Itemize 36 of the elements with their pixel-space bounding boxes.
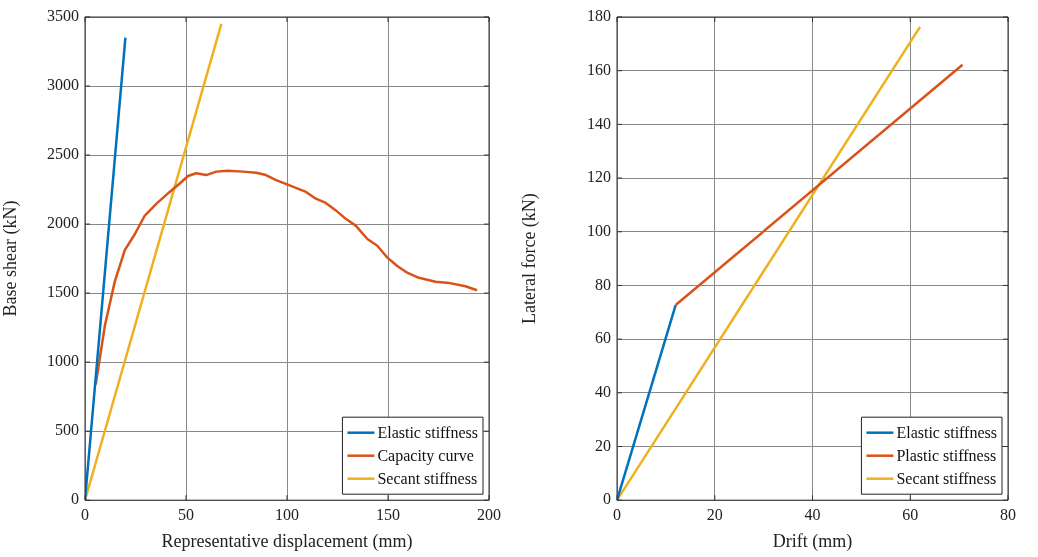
x-tick-label: 50 — [178, 506, 194, 523]
legend-label: Secant stiffness — [377, 469, 478, 487]
y-axis-title: Base shear (kN) — [0, 200, 21, 317]
y-tick-label: 1500 — [47, 283, 79, 301]
x-tick-label: 200 — [477, 506, 501, 523]
y-tick-label: 100 — [587, 221, 611, 239]
x-axis-title: Representative displacement (mm) — [161, 530, 413, 552]
y-tick-label: 1000 — [47, 352, 79, 370]
y-axis-title: Lateral force (kN) — [518, 193, 540, 325]
legend-label: Plastic stiffness — [896, 446, 997, 464]
y-tick-label: 180 — [587, 7, 611, 25]
x-axis-title: Drift (mm) — [772, 530, 853, 552]
legend-label: Elastic stiffness — [896, 423, 997, 441]
legend-label: Capacity curve — [377, 446, 474, 465]
y-tick-label: 140 — [587, 114, 611, 132]
y-tick-label: 160 — [587, 60, 611, 78]
y-tick-label: 40 — [595, 383, 611, 401]
y-tick-label: 2500 — [47, 145, 79, 163]
x-tick-label: 150 — [376, 506, 400, 523]
legend-label: Elastic stiffness — [377, 423, 478, 441]
y-tick-label: 2000 — [47, 214, 79, 232]
y-tick-label: 120 — [587, 168, 611, 186]
y-tick-label: 500 — [55, 421, 79, 439]
y-tick-label: 80 — [595, 275, 611, 293]
x-tick-label: 100 — [275, 506, 299, 523]
y-tick-label: 20 — [595, 436, 611, 454]
y-tick-label: 0 — [603, 490, 611, 508]
y-tick-label: 0 — [71, 490, 79, 508]
x-tick-label: 80 — [1000, 506, 1016, 523]
y-tick-label: 3500 — [47, 7, 79, 25]
y-tick-label: 3000 — [47, 76, 79, 94]
legend-label: Secant stiffness — [896, 469, 997, 487]
y-tick-label: 60 — [595, 329, 611, 347]
x-tick-label: 60 — [902, 506, 919, 523]
x-tick-label: 20 — [706, 506, 723, 523]
x-tick-label: 40 — [804, 506, 821, 523]
